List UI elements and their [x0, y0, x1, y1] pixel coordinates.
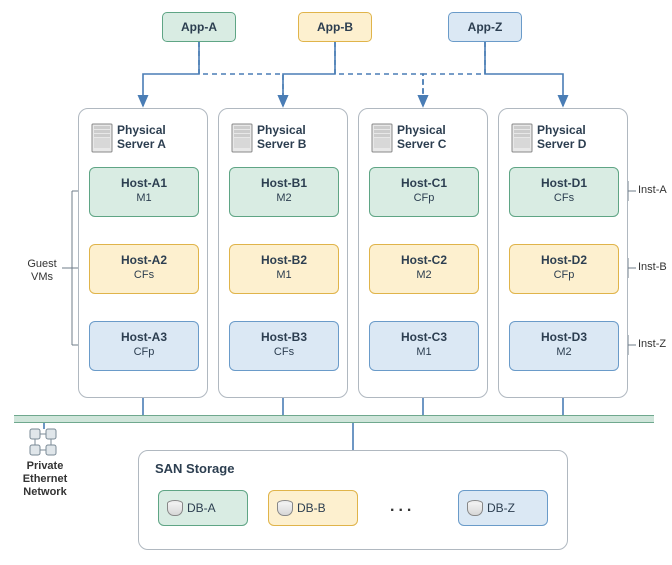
db-icon	[277, 500, 291, 516]
host-name: Host-D3	[510, 330, 618, 344]
db-box: DB-Z	[458, 490, 548, 526]
network-label: PrivateEthernetNetwork	[18, 460, 72, 499]
host-role: M2	[370, 269, 478, 281]
network-label-l2: Ethernet	[23, 473, 68, 485]
server-icon	[91, 123, 113, 156]
host-name: Host-A3	[90, 330, 198, 344]
server-title-l1: Physical	[117, 123, 166, 137]
guest-vms-label: GuestVMs	[20, 258, 64, 284]
host-role: M2	[230, 192, 338, 204]
server-title-l1: Physical	[537, 123, 586, 137]
db-label: DB-B	[297, 501, 326, 515]
host-box: Host-B3 CFs	[229, 321, 339, 371]
host-role: CFp	[370, 192, 478, 204]
host-box: Host-A3 CFp	[89, 321, 199, 371]
inst-label: Inst-B	[638, 261, 667, 273]
host-box: Host-D2 CFp	[509, 244, 619, 294]
app-label: App-B	[317, 20, 353, 34]
host-name: Host-A1	[90, 176, 198, 190]
host-name: Host-C3	[370, 330, 478, 344]
host-name: Host-D2	[510, 253, 618, 267]
server-title-l1: Physical	[397, 123, 446, 137]
server-a: PhysicalServer AHost-A1M1Host-A2CFsHost-…	[78, 108, 208, 398]
inst-label: Inst-A	[638, 184, 667, 196]
host-name: Host-B3	[230, 330, 338, 344]
server-title-l2: Server C	[397, 137, 446, 151]
host-box: Host-A1 M1	[89, 167, 199, 217]
server-icon	[511, 123, 533, 156]
server-b: PhysicalServer BHost-B1M2Host-B2M1Host-B…	[218, 108, 348, 398]
host-box: Host-C3 M1	[369, 321, 479, 371]
host-box: Host-B2 M1	[229, 244, 339, 294]
host-box: Host-D1 CFs	[509, 167, 619, 217]
server-c: PhysicalServer CHost-C1CFpHost-C2M2Host-…	[358, 108, 488, 398]
host-role: M1	[230, 269, 338, 281]
server-title: PhysicalServer D	[537, 123, 586, 151]
host-box: Host-B1 M2	[229, 167, 339, 217]
db-icon	[167, 500, 181, 516]
host-name: Host-B1	[230, 176, 338, 190]
db-box: DB-B	[268, 490, 358, 526]
inst-label: Inst-Z	[638, 338, 666, 350]
server-title: PhysicalServer C	[397, 123, 446, 151]
host-role: CFs	[510, 192, 618, 204]
db-label: DB-Z	[487, 501, 515, 515]
server-icon	[371, 123, 393, 156]
host-box: Host-D3 M2	[509, 321, 619, 371]
host-role: M1	[370, 346, 478, 358]
host-name: Host-A2	[90, 253, 198, 267]
ethernet-bar	[14, 415, 654, 423]
server-d: PhysicalServer DHost-D1CFsHost-D2CFpHost…	[498, 108, 628, 398]
app-label: App-Z	[468, 20, 503, 34]
server-title-l1: Physical	[257, 123, 306, 137]
db-icon	[467, 500, 481, 516]
server-title-l2: Server A	[117, 137, 166, 151]
host-name: Host-C1	[370, 176, 478, 190]
db-box: DB-A	[158, 490, 248, 526]
host-name: Host-D1	[510, 176, 618, 190]
host-name: Host-B2	[230, 253, 338, 267]
host-name: Host-C2	[370, 253, 478, 267]
server-title-l2: Server B	[257, 137, 306, 151]
network-label-l1: Private	[27, 460, 64, 472]
server-title: PhysicalServer A	[117, 123, 166, 151]
app-label: App-A	[181, 20, 217, 34]
host-box: Host-A2 CFs	[89, 244, 199, 294]
network-icon	[28, 427, 58, 460]
host-box: Host-C1 CFp	[369, 167, 479, 217]
host-role: M2	[510, 346, 618, 358]
san-title: SAN Storage	[155, 461, 234, 476]
app-box-app-z: App-Z	[448, 12, 522, 42]
host-role: M1	[90, 192, 198, 204]
server-icon	[231, 123, 253, 156]
server-title-l2: Server D	[537, 137, 586, 151]
host-role: CFp	[90, 346, 198, 358]
db-label: DB-A	[187, 501, 216, 515]
host-role: CFp	[510, 269, 618, 281]
db-ellipsis: ...	[390, 498, 415, 516]
host-role: CFs	[230, 346, 338, 358]
host-box: Host-C2 M2	[369, 244, 479, 294]
app-box-app-a: App-A	[162, 12, 236, 42]
server-title: PhysicalServer B	[257, 123, 306, 151]
network-label-l3: Network	[23, 486, 66, 498]
host-role: CFs	[90, 269, 198, 281]
app-box-app-b: App-B	[298, 12, 372, 42]
